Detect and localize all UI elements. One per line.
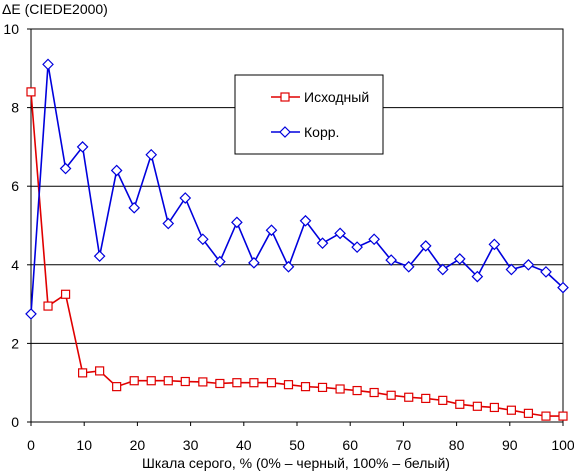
data-point [522, 258, 535, 271]
y-tick-label: 2 [11, 335, 19, 351]
x-tick-label: 20 [130, 437, 146, 453]
data-point [334, 227, 346, 240]
y-tick-label: 6 [11, 178, 19, 194]
data-point [402, 260, 415, 273]
data-point [280, 92, 290, 102]
data-point [60, 289, 71, 299]
data-point [488, 238, 501, 251]
y-axis: 0 2 4 6 8 10 [3, 21, 31, 430]
data-point [540, 266, 552, 278]
data-point [523, 408, 534, 418]
data-point [163, 376, 173, 386]
data-point [110, 164, 123, 177]
x-tick-label: 80 [449, 437, 465, 453]
data-point [453, 253, 466, 265]
x-tick-label: 0 [27, 437, 35, 453]
data-point [489, 402, 499, 413]
y-tick-label: 4 [11, 257, 19, 273]
data-point [76, 141, 89, 153]
data-point [455, 399, 465, 409]
data-point [162, 217, 175, 230]
data-point [282, 260, 295, 273]
data-point [505, 263, 518, 276]
data-point [232, 378, 242, 388]
x-tick-label: 30 [183, 437, 199, 453]
data-point [438, 395, 448, 405]
y-tick-label: 10 [3, 21, 19, 37]
data-point [352, 385, 362, 396]
data-point [404, 392, 414, 402]
data-point [368, 233, 380, 246]
legend: Исходный Корр. [234, 74, 384, 155]
data-point [128, 201, 141, 214]
y-axis-title: ΔE (CIEDE2000) [2, 1, 108, 17]
data-point [472, 401, 482, 411]
data-point [180, 376, 190, 387]
legend-label: Корр. [304, 124, 339, 140]
y-tick-label: 0 [11, 414, 19, 430]
data-point [317, 382, 328, 393]
y-tick-label: 8 [11, 100, 19, 116]
data-point [214, 255, 226, 268]
x-tick-label: 50 [289, 437, 305, 453]
data-point [369, 387, 379, 398]
data-point [179, 192, 192, 204]
data-point [196, 233, 209, 246]
data-point [506, 405, 516, 415]
data-point [283, 380, 294, 390]
data-point [299, 214, 312, 227]
data-point [266, 378, 277, 388]
data-point [93, 250, 106, 263]
x-tick-label: 60 [342, 437, 358, 453]
data-point [95, 366, 105, 376]
data-point [25, 308, 37, 320]
data-point [59, 162, 72, 175]
x-tick-label: 10 [76, 437, 92, 453]
data-point [279, 126, 291, 138]
data-point [146, 376, 156, 386]
data-point [386, 390, 396, 400]
series-group [25, 58, 569, 421]
legend-box [234, 74, 384, 155]
data-point [215, 378, 225, 389]
series-corrected [25, 58, 569, 320]
data-point [316, 237, 329, 250]
x-tick-label: 100 [551, 437, 574, 453]
data-point [419, 240, 432, 252]
data-point [300, 382, 311, 392]
data-point [471, 270, 484, 283]
data-point [249, 378, 259, 388]
legend-label: Исходный [304, 89, 369, 105]
data-point [248, 256, 260, 269]
data-point [558, 411, 568, 421]
data-point [557, 281, 569, 294]
data-point [436, 263, 449, 276]
data-point [541, 411, 551, 421]
data-point [112, 382, 122, 392]
data-point [231, 216, 243, 229]
data-point [42, 58, 54, 71]
series-original [26, 87, 568, 421]
data-point [335, 384, 345, 394]
data-point [351, 241, 363, 253]
data-point [421, 393, 431, 404]
data-point [26, 87, 36, 97]
data-point [145, 148, 158, 161]
x-axis-title: Шкала серого, % (0% – черный, 100% – бел… [142, 455, 450, 471]
x-axis: 0 10 20 30 40 50 60 70 80 90 100 [27, 422, 574, 453]
x-tick-label: 90 [502, 437, 518, 453]
data-point [385, 254, 398, 266]
data-point [198, 377, 208, 387]
x-tick-label: 70 [396, 437, 412, 453]
data-point [129, 376, 139, 386]
data-point [78, 368, 88, 378]
x-tick-label: 40 [236, 437, 252, 453]
data-point [43, 301, 53, 311]
data-point [265, 224, 278, 237]
series-line [30, 64, 564, 314]
